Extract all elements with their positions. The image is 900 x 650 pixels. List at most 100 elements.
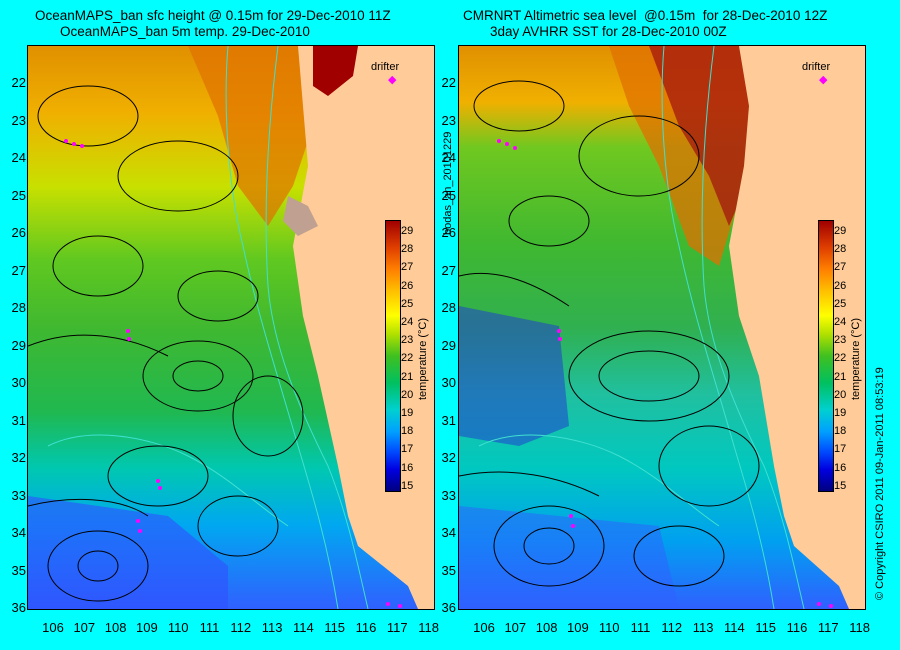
left-colorbar [385,220,401,492]
lon-tick-label: 116 [786,620,808,635]
colorbar-tick-label: 22 [401,352,414,365]
lat-tick-label: 22 [11,75,26,90]
colorbar-tick-label: 26 [834,279,847,292]
left-map-svg [28,46,434,609]
lat-tick-label: 34 [11,525,26,540]
lat-tick-label: 28 [441,300,456,315]
colorbar-tick-label: 25 [834,297,847,310]
lat-tick-label: 28 [11,300,26,315]
right-drifter-label: drifter [802,61,831,73]
right-map-svg [459,46,865,609]
lat-tick-label: 30 [441,375,456,390]
lon-tick-label: 117 [817,620,839,635]
right-title-line2: 3day AVHRR SST for 28-Dec-2010 00Z [490,24,727,39]
lon-tick-label: 106 [42,620,64,635]
colorbar-tick-label: 27 [834,261,847,274]
run-id-label: bodas_an_20101229 [442,131,454,235]
lon-tick-label: 111 [630,620,651,635]
right-map-panel: drifter ◆ [458,45,866,610]
colorbar-tick-label: 16 [834,461,847,474]
colorbar-tick-label: 17 [834,443,847,456]
colorbar-tick-label: 15 [834,479,847,492]
right-colorbar [818,220,834,492]
lon-tick-label: 118 [849,620,870,635]
lat-tick-label: 36 [441,600,456,615]
hot-region [649,46,759,226]
lon-tick-label: 109 [136,620,158,635]
lon-tick-label: 115 [755,620,777,635]
colorbar-tick-label: 23 [834,334,847,347]
lon-tick-label: 113 [692,620,714,635]
isobaths [47,46,369,609]
land-hot-region [313,46,358,96]
colorbar-tick-label: 21 [834,370,847,383]
lat-tick-label: 34 [441,525,456,540]
colorbar-tick-label: 19 [834,407,847,419]
drifter-markers [497,139,833,608]
colorbar-tick-label: 18 [401,425,414,438]
lon-tick-label: 117 [386,620,408,635]
lat-tick-label: 26 [11,225,26,240]
lat-tick-label: 32 [441,450,456,465]
lat-tick-label: 29 [11,337,26,353]
lat-tick-label: 31 [11,412,26,428]
land-shading [283,196,318,236]
lat-tick-label: 32 [11,450,26,465]
colorbar-tick-label: 21 [401,370,414,383]
lat-tick-label: 23 [11,112,26,128]
lon-tick-label: 110 [598,620,620,635]
colorbar-tick-label: 23 [401,334,414,347]
lat-tick-label: 36 [11,600,26,615]
lon-tick-label: 113 [261,620,283,635]
cool-patch [459,306,569,446]
colorbar-tick-label: 24 [834,316,847,328]
left-map-panel: drifter ◆ [27,45,435,610]
lat-tick-label: 33 [441,487,456,503]
lon-tick-label: 118 [418,620,439,635]
colorbar-tick-label: 16 [401,461,414,474]
lat-tick-label: 24 [11,150,26,165]
lat-tick-label: 29 [441,337,456,353]
lat-tick-label: 26 [441,225,456,240]
left-drifter-label: drifter [371,61,400,73]
right-title-line1: CMRNRT Altimetric sea level @0.15m for 2… [463,8,828,23]
lat-tick-label: 24 [441,150,456,165]
colorbar-tick-label: 24 [401,316,414,328]
left-drifter-icon: ◆ [388,74,397,86]
lat-tick-label: 31 [441,412,456,428]
lon-tick-label: 107 [73,620,96,635]
lon-tick-label: 114 [724,620,745,635]
colorbar-tick-label: 26 [401,279,414,292]
sea-level-contours [459,80,760,587]
lat-tick-label: 27 [11,262,26,278]
lat-tick-label: 30 [11,375,26,390]
lat-tick-label: 35 [11,562,26,578]
colorbar-tick-label: 27 [401,261,414,274]
lon-tick-label: 110 [167,620,189,635]
colorbar-tick-label: 19 [401,407,414,419]
lon-tick-label: 116 [355,620,377,635]
right-colorbar-label: temperature (°C) [850,317,862,400]
colorbar-tick-label: 29 [401,225,414,237]
colorbar-tick-label: 18 [834,425,847,438]
colorbar-tick-label: 29 [834,225,847,237]
colorbar-tick-label: 20 [401,388,414,401]
lon-tick-label: 111 [199,620,220,635]
lon-tick-label: 107 [504,620,527,635]
lat-tick-label: 25 [441,187,456,203]
colorbar-tick-label: 28 [401,243,414,256]
lat-tick-label: 23 [441,112,456,128]
lat-tick-label: 27 [441,262,456,278]
lon-tick-label: 109 [567,620,589,635]
colorbar-tick-label: 25 [401,297,414,310]
lon-tick-label: 112 [230,620,252,635]
lon-tick-label: 106 [473,620,495,635]
cool-water [28,496,228,609]
lon-tick-label: 114 [293,620,314,635]
copyright-label: © Copyright CSIRO 2011 09-Jan-2011 08:53… [874,367,886,600]
colorbar-tick-label: 22 [834,352,847,365]
drifter-markers [64,139,402,608]
lat-tick-label: 33 [11,487,26,503]
colorbar-tick-label: 20 [834,388,847,401]
colorbar-tick-label: 15 [401,479,414,492]
